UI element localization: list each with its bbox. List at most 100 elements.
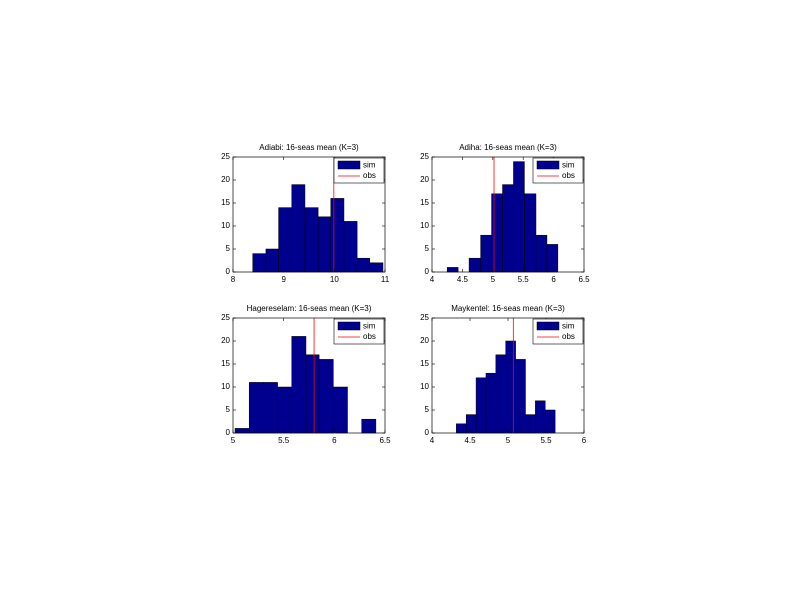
- legend-label: obs: [363, 171, 376, 180]
- legend-label: sim: [363, 322, 376, 331]
- bar: [480, 234, 492, 273]
- bar: [252, 253, 267, 273]
- y-tick-label: 0: [226, 267, 231, 276]
- legend-swatch: [536, 160, 560, 170]
- bar: [291, 336, 307, 434]
- bar: [525, 414, 536, 434]
- y-tick-label: 25: [420, 152, 429, 161]
- x-tick-label: 8: [231, 275, 236, 284]
- bar: [505, 340, 516, 434]
- bar: [317, 216, 332, 273]
- bar: [465, 414, 477, 434]
- bar: [502, 184, 514, 273]
- x-tick-label: 6: [332, 436, 337, 445]
- bar: [304, 207, 319, 273]
- y-tick-label: 10: [221, 221, 230, 230]
- y-tick-label: 20: [221, 336, 230, 345]
- bar: [491, 193, 503, 273]
- x-tick-label: 4: [430, 436, 435, 445]
- bar: [546, 244, 559, 273]
- bar: [544, 409, 556, 434]
- bar: [265, 248, 279, 273]
- bar: [356, 257, 371, 273]
- bar: [333, 386, 348, 434]
- y-tick-label: 15: [221, 198, 230, 207]
- y-tick-label: 10: [420, 221, 429, 230]
- x-tick-label: 5.5: [518, 275, 530, 284]
- y-tick-label: 10: [420, 382, 429, 391]
- legend-label: obs: [562, 171, 575, 180]
- legend-swatch: [337, 160, 361, 170]
- axes-frame: [232, 317, 386, 434]
- y-tick-label: 20: [420, 336, 429, 345]
- x-tick-label: 5: [231, 436, 236, 445]
- bar: [330, 198, 345, 273]
- x-tick-label: 5.5: [278, 436, 290, 445]
- chart-title: Adiha: 16-seas mean (K=3): [459, 143, 557, 152]
- bar: [234, 428, 250, 434]
- x-tick-label: 5: [506, 436, 511, 445]
- bar: [524, 193, 537, 273]
- y-tick-label: 25: [420, 313, 429, 322]
- legend-label: obs: [562, 332, 575, 341]
- bar: [278, 207, 293, 273]
- x-tick-label: 5.5: [540, 436, 552, 445]
- bar: [305, 354, 320, 434]
- x-tick-label: 11: [381, 275, 390, 284]
- legend-label: sim: [562, 161, 575, 170]
- bar: [343, 221, 358, 273]
- bar: [475, 377, 487, 434]
- x-tick-label: 4.5: [464, 436, 476, 445]
- y-tick-label: 5: [425, 244, 430, 253]
- y-tick-label: 5: [226, 244, 231, 253]
- x-tick-label: 10: [330, 275, 339, 284]
- bar: [513, 161, 525, 273]
- bar: [361, 418, 377, 434]
- axes-frame: [232, 156, 386, 273]
- y-tick-label: 0: [226, 428, 231, 437]
- y-tick-label: 15: [420, 359, 429, 368]
- bar: [263, 382, 278, 434]
- bar: [485, 372, 497, 434]
- legend-swatch: [536, 321, 560, 331]
- y-tick-label: 5: [226, 405, 231, 414]
- chart-title: Maykentel: 16-seas mean (K=3): [451, 304, 565, 313]
- legend-label: sim: [363, 161, 376, 170]
- y-tick-label: 25: [221, 152, 230, 161]
- x-tick-label: 6.5: [578, 275, 590, 284]
- bar: [248, 382, 264, 434]
- bar: [535, 400, 546, 434]
- bar: [515, 359, 526, 434]
- x-tick-label: 4.5: [457, 275, 469, 284]
- y-tick-label: 15: [420, 198, 429, 207]
- bar: [369, 262, 384, 273]
- x-tick-label: 6.5: [379, 436, 391, 445]
- bar: [318, 359, 334, 434]
- bar: [277, 386, 293, 434]
- legend-swatch: [337, 321, 361, 331]
- bar: [495, 354, 506, 434]
- y-tick-label: 20: [420, 175, 429, 184]
- bar: [468, 257, 481, 273]
- y-tick-label: 15: [221, 359, 230, 368]
- x-tick-label: 9: [281, 275, 286, 284]
- x-tick-label: 6: [551, 275, 556, 284]
- chart-title: Adiabi: 16-seas mean (K=3): [259, 143, 359, 152]
- x-tick-label: 4: [430, 275, 435, 284]
- legend-label: obs: [363, 332, 376, 341]
- y-tick-label: 0: [425, 428, 430, 437]
- bar: [456, 423, 467, 434]
- y-tick-label: 0: [425, 267, 430, 276]
- y-tick-label: 10: [221, 382, 230, 391]
- y-tick-label: 20: [221, 175, 230, 184]
- x-tick-label: 5: [491, 275, 496, 284]
- chart-title: Hagereselam: 16-seas mean (K=3): [247, 304, 372, 313]
- bar: [446, 267, 459, 273]
- bar: [291, 184, 306, 273]
- bar: [535, 234, 548, 273]
- y-tick-label: 5: [425, 405, 430, 414]
- x-tick-label: 6: [582, 436, 587, 445]
- axes-frame: [431, 156, 585, 273]
- legend-label: sim: [562, 322, 575, 331]
